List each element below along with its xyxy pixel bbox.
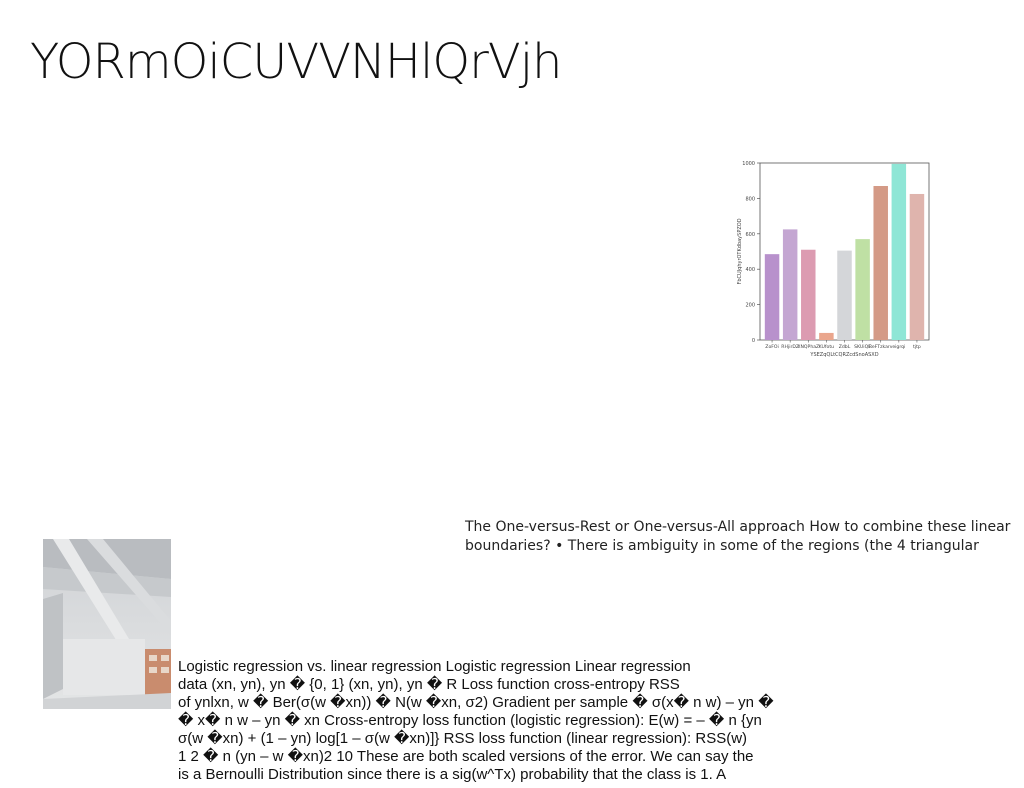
x-tick-label: ZoFOi	[765, 344, 779, 350]
bar	[801, 249, 816, 340]
bar-chart: 0 200 400 600 800 1000 ZoFOi RHjirDZ XNQPhaZ KUfo…	[733, 160, 938, 365]
x-tick-label: SKUiQE	[854, 344, 871, 350]
y-tick-label: 200	[745, 303, 755, 309]
y-tick-label: 0	[752, 338, 755, 344]
bar	[782, 229, 798, 340]
text-block-bottom: Logistic regression vs. linear regressio…	[178, 658, 778, 784]
text-line: data (xn, yn), yn � {0, 1} (xn, yn), yn …	[178, 676, 680, 693]
text-line: is a Bernoulli Distribution since there …	[178, 766, 727, 783]
y-tick-label: 1000	[742, 161, 755, 167]
text-line: � x� n w – yn � xn Cross-entropy loss fu…	[178, 712, 762, 729]
x-tick-label: XNQPhaZ	[797, 344, 819, 350]
photo-illustration	[43, 539, 171, 709]
bar	[855, 239, 870, 340]
bar	[819, 332, 834, 340]
x-tick-label: ZdbL	[839, 344, 851, 350]
text-line: Logistic regression vs. linear regressio…	[178, 658, 691, 675]
text-line: of ynlxn, w � Ber(σ(w �xn)) � N(w �xn, σ…	[178, 694, 774, 711]
x-tick-label: eigrqi	[892, 344, 905, 350]
x-tick-label: ReFTzkarv	[869, 344, 893, 350]
x-tick-label: RHjirDZ	[781, 344, 799, 350]
bar	[764, 254, 780, 340]
y-tick-label: 800	[745, 196, 755, 202]
text-line: The One-versus-Rest or One-versus-All ap…	[465, 519, 1011, 535]
text-line: 1 2 � n (yn – w �xn)2 10 These are both …	[178, 748, 754, 765]
text-block-right: The One-versus-Rest or One-versus-All ap…	[465, 518, 1024, 556]
x-axis-label: YSEZqQLtCQRZcdSnoASXD	[809, 352, 878, 358]
y-tick-label: 600	[745, 232, 755, 238]
y-axis-label: FbCUJqhyrOTKdbaySPZOD	[737, 218, 743, 284]
bar	[891, 163, 907, 340]
concrete-ceiling-photo	[43, 539, 171, 709]
page-title: YORmOiCUVVNHlQrVjh	[30, 34, 562, 90]
y-tick-label: 400	[745, 267, 755, 273]
x-tick-label: KUfotu	[819, 344, 834, 350]
bar	[909, 193, 925, 340]
x-tick-label: tjtp	[913, 344, 921, 350]
bar	[873, 186, 888, 340]
bar	[837, 250, 852, 340]
text-line: boundaries? • There is ambiguity in some…	[465, 538, 979, 554]
text-line: σ(w �xn) + (1 – yn) log[1 – σ(w �xn)]} R…	[178, 730, 748, 747]
